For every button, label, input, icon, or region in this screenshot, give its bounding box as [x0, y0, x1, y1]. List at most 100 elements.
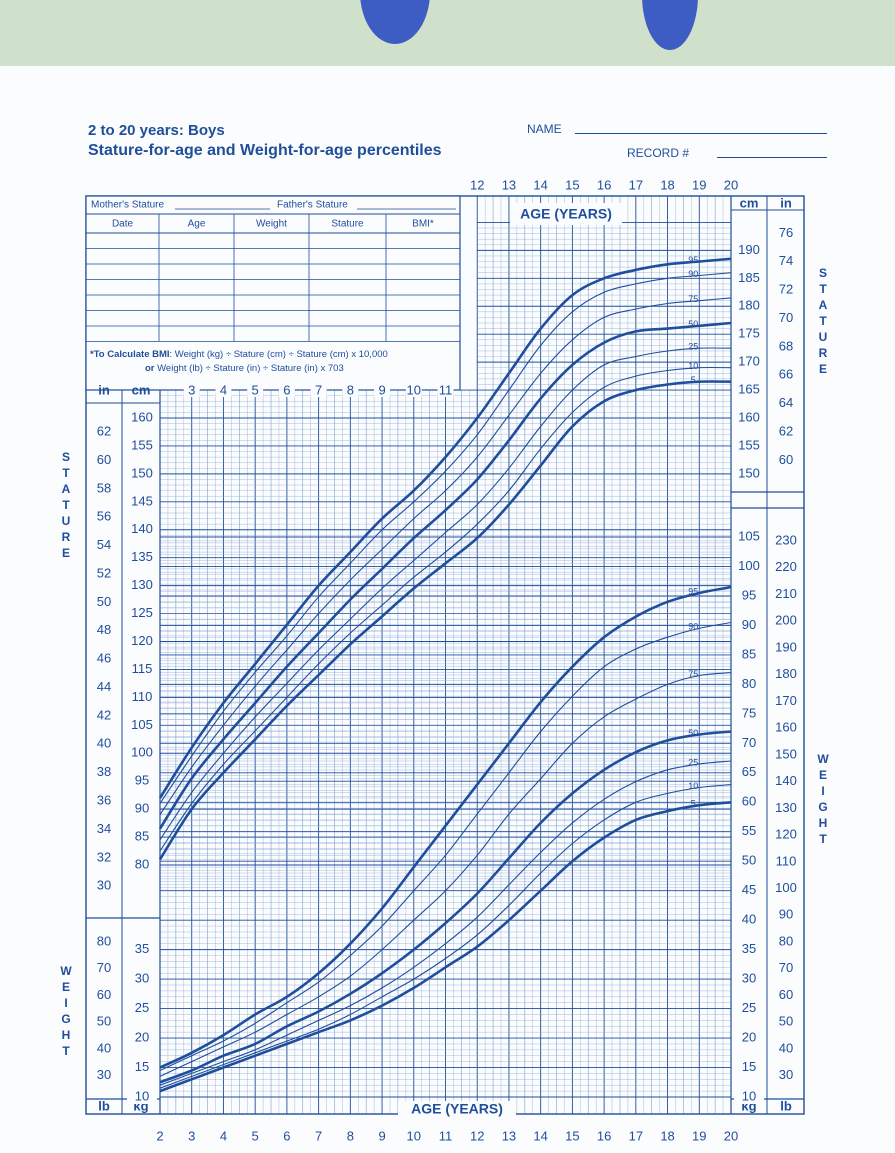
tick-bg	[771, 640, 801, 655]
tick-bg	[771, 747, 801, 762]
x-tick-label: 15	[565, 1128, 579, 1143]
tick-bg	[734, 883, 764, 898]
tick-bg	[89, 1041, 119, 1056]
y-tick-label: 48	[97, 622, 111, 637]
y-tick-label: 135	[131, 549, 153, 564]
tick-bg	[734, 438, 764, 453]
record-table-box	[85, 195, 461, 391]
tick-bg	[771, 828, 801, 843]
tick-bg	[734, 588, 764, 603]
tick-bg	[771, 1041, 801, 1056]
y-tick-label: 10	[135, 1088, 149, 1103]
tick-bg	[734, 271, 764, 286]
y-tick-label: 30	[135, 971, 149, 986]
weight-percentile-50-curve	[159, 730, 732, 1084]
y-tick-label: 40	[97, 1040, 111, 1055]
age-label-bg	[510, 203, 622, 225]
table-column-header: Weight	[256, 219, 287, 230]
tick-bg	[734, 765, 764, 780]
tick-bg	[127, 634, 157, 649]
y-tick-label: 76	[779, 225, 793, 240]
tick-bg	[771, 667, 801, 682]
tick-bg	[374, 383, 391, 397]
y-tick-label: 54	[97, 537, 111, 552]
weight-percentile-75-label: 75	[688, 669, 698, 679]
y-axis-title: E	[819, 362, 827, 376]
y-axis-title: R	[62, 530, 71, 544]
tick-bg	[734, 1001, 764, 1016]
x-tick-label: 18	[660, 177, 674, 192]
stature-percentile-5-curve	[158, 380, 732, 861]
tick-bg	[89, 822, 119, 837]
table-column-header: Stature	[331, 219, 364, 230]
y-tick-label: 50	[97, 594, 111, 609]
unit-label: cm	[132, 382, 151, 397]
tick-bg	[734, 824, 764, 839]
y-tick-label: 34	[97, 821, 111, 836]
y-tick-label: 150	[738, 465, 760, 480]
unit-label: in	[98, 382, 110, 397]
x-tick-label: 10	[407, 382, 421, 397]
y-tick-label: 175	[738, 326, 760, 341]
y-tick-label: 46	[97, 651, 111, 666]
y-tick-label: 140	[131, 521, 153, 536]
y-tick-label: 25	[135, 1000, 149, 1015]
tick-bg	[89, 765, 119, 780]
y-tick-label: 68	[779, 338, 793, 353]
tick-bg	[183, 383, 200, 397]
tick-bg	[127, 494, 157, 509]
y-tick-label: 20	[135, 1029, 149, 1044]
y-tick-label: 110	[776, 853, 797, 868]
y-tick-label: 62	[97, 424, 111, 439]
y-axis-title: G	[61, 1012, 70, 1026]
tick-bg	[734, 736, 764, 751]
y-tick-label: 50	[97, 1014, 111, 1029]
y-tick-label: 85	[742, 646, 756, 661]
y-tick-label: 110	[132, 689, 153, 704]
tick-bg	[89, 623, 119, 638]
y-tick-label: 15	[742, 1059, 756, 1074]
y-axis-title: T	[819, 832, 827, 846]
tick-bg	[127, 1090, 157, 1104]
tick-bg	[734, 795, 764, 810]
tick-bg	[278, 383, 295, 397]
x-tick-label: 3	[188, 1128, 195, 1143]
tick-bg	[771, 721, 801, 736]
name-field[interactable]	[575, 133, 827, 134]
y-tick-label: 38	[97, 764, 111, 779]
tick-bg	[771, 774, 801, 789]
tick-bg	[127, 718, 157, 733]
tick-bg	[89, 850, 119, 865]
tick-bg	[310, 383, 327, 397]
y-axis-title: H	[819, 816, 828, 830]
stature-percentile-75-curve	[159, 297, 732, 816]
tick-bg	[771, 881, 801, 896]
weight-percentile-10-curve	[159, 784, 732, 1089]
stature-percentile-25-curve	[159, 347, 732, 841]
y-tick-label: 72	[779, 282, 793, 297]
x-tick-label: 18	[660, 1128, 674, 1143]
y-tick-label: 35	[135, 941, 149, 956]
tick-bg	[405, 383, 422, 397]
tick-bg	[127, 411, 157, 425]
tick-bg	[771, 254, 801, 269]
record-field[interactable]	[717, 157, 827, 158]
tick-bg	[127, 522, 157, 537]
tick-bg	[734, 647, 764, 662]
y-axis-title: I	[64, 996, 67, 1010]
y-axis-title: S	[819, 266, 827, 280]
y-tick-label: 145	[131, 493, 153, 508]
tick-bg	[734, 942, 764, 957]
tick-bg	[127, 550, 157, 565]
stature-percentile-95-label: 95	[688, 255, 698, 265]
y-tick-label: 140	[775, 773, 797, 788]
tick-bg	[127, 1031, 157, 1046]
record-label: RECORD #	[627, 146, 690, 160]
y-tick-label: 150	[775, 746, 797, 761]
y-axis-title: U	[819, 330, 828, 344]
header-title-1: 2 to 20 years: Boys	[88, 122, 225, 139]
y-tick-label: 105	[131, 717, 153, 732]
tick-bg	[127, 942, 157, 957]
weight-percentile-10-label: 10	[688, 781, 698, 791]
tick-bg	[127, 466, 157, 481]
